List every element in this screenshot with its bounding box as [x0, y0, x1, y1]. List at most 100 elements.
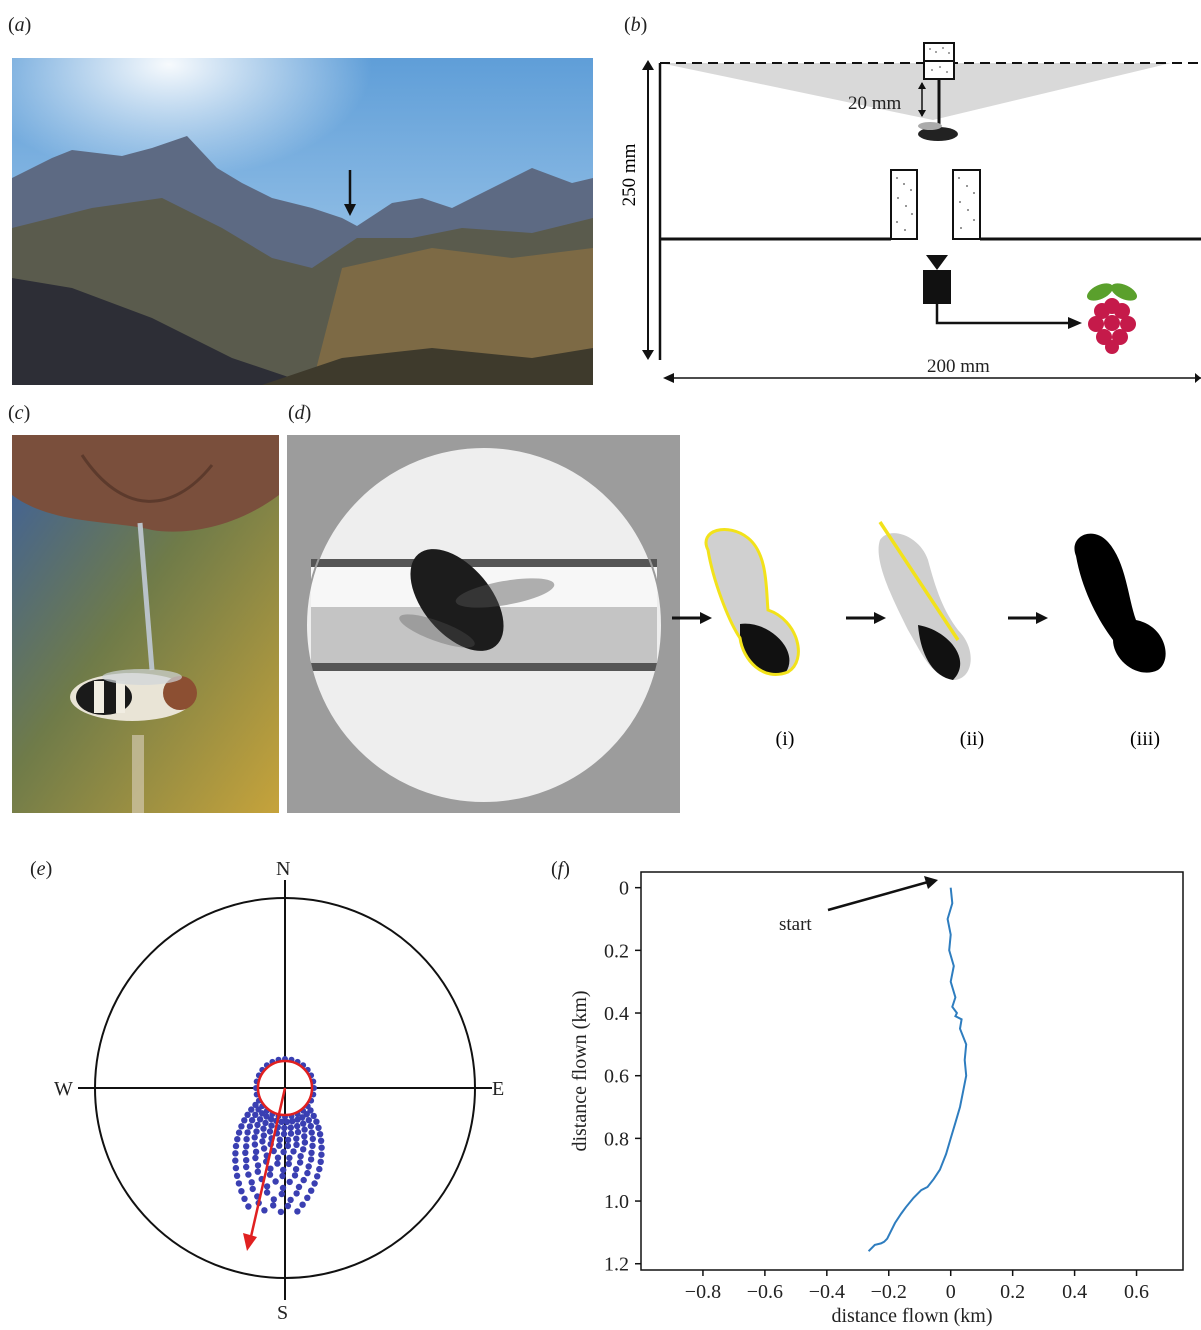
heading-point	[308, 1149, 315, 1156]
heading-point	[248, 1117, 256, 1124]
heading-point	[284, 1136, 292, 1144]
heading-point	[300, 1176, 307, 1184]
heading-point	[299, 1114, 306, 1121]
heading-point	[318, 1144, 325, 1151]
heading-point	[252, 1101, 259, 1109]
heading-point	[263, 1189, 271, 1196]
heading-point	[260, 1125, 267, 1132]
heading-point	[284, 1202, 292, 1210]
heading-point	[276, 1136, 283, 1143]
x-axis-label: distance flown (km)	[831, 1305, 992, 1327]
heading-point	[280, 1148, 287, 1156]
diffuser-right	[952, 169, 981, 240]
heading-point	[278, 1118, 285, 1125]
heading-circular-plot: N S W E	[54, 858, 504, 1324]
trajectory-chart: 0 0.2 0.4 0.6 0.8 1.0 1.2 −0.8 −0.6 −0.4 −0.2 0 0.2…	[569, 871, 1184, 1327]
heading-point	[294, 1122, 301, 1130]
heading-point	[313, 1118, 320, 1125]
compass-e: E	[492, 1078, 504, 1100]
heading-point	[274, 1154, 282, 1161]
heading-point	[305, 1117, 312, 1124]
x-tick-label: −0.4	[809, 1281, 845, 1303]
compass-w: W	[54, 1078, 73, 1100]
heading-point	[299, 1201, 306, 1208]
heading-point	[243, 1136, 250, 1143]
heading-point	[261, 1207, 268, 1214]
heading-point	[243, 1163, 250, 1171]
x-ticks: −0.8 −0.6 −0.4 −0.2 0 0.2 0.4 0.6	[685, 1270, 1149, 1303]
heading-point	[256, 1116, 264, 1123]
heading-point	[280, 1166, 287, 1174]
hoverfly-icon	[70, 669, 197, 721]
heading-point	[308, 1129, 315, 1136]
heading-point	[266, 1128, 274, 1135]
step-arrow-2	[846, 612, 886, 624]
start-annotation: start	[779, 876, 938, 935]
camera-icon	[923, 255, 951, 304]
heading-point	[297, 1153, 304, 1160]
heading-point	[284, 1142, 292, 1150]
heading-point	[274, 1160, 281, 1167]
heading-point	[301, 1133, 308, 1140]
heading-point	[293, 1135, 300, 1142]
y-ticks: 0 0.2 0.4 0.6 0.8 1.0 1.2	[604, 878, 641, 1276]
heading-point	[244, 1129, 251, 1136]
heading-point	[238, 1123, 245, 1130]
mountain-photo	[12, 58, 593, 385]
heading-point	[252, 1111, 259, 1118]
heading-point	[245, 1171, 252, 1178]
camera-frame	[287, 435, 680, 813]
mean-vector-circle	[256, 1059, 314, 1117]
heading-point	[317, 1137, 325, 1144]
y-tick-label: 0.4	[604, 1003, 629, 1025]
heading-point	[287, 1196, 294, 1204]
heading-point	[304, 1169, 311, 1177]
heading-point	[248, 1179, 255, 1186]
y-tick-label: 0.8	[604, 1128, 629, 1150]
heading-point	[294, 1208, 301, 1215]
y-tick-label: 1.0	[604, 1191, 629, 1213]
heading-point	[293, 1190, 300, 1197]
heading-point	[249, 1185, 256, 1193]
heading-point	[307, 1156, 315, 1163]
heading-point	[260, 1145, 268, 1152]
heading-point	[254, 1168, 261, 1175]
heading-point	[251, 1141, 259, 1148]
processing-steps	[672, 521, 1166, 680]
heading-point	[281, 1124, 288, 1132]
x-tick-label: 0.6	[1124, 1281, 1149, 1303]
heading-point	[300, 1146, 307, 1153]
heading-point	[286, 1154, 293, 1162]
heading-point	[233, 1172, 241, 1179]
heading-point	[304, 1194, 311, 1201]
mean-direction-arrow	[243, 1087, 287, 1251]
thresholded-fly-axis	[878, 521, 971, 680]
fly-top-view	[399, 549, 555, 651]
heading-point	[235, 1180, 243, 1187]
heading-point	[314, 1173, 321, 1180]
heading-point	[238, 1188, 245, 1195]
heading-point	[308, 1187, 315, 1194]
heading-point	[301, 1139, 309, 1146]
heading-point	[277, 1208, 285, 1216]
heading-point	[289, 1118, 296, 1125]
heading-point	[268, 1122, 275, 1129]
heading-point	[305, 1163, 312, 1170]
heading-point	[252, 1154, 259, 1162]
heading-point	[301, 1126, 308, 1133]
heading-point	[270, 1202, 277, 1209]
step-label-ii: (ii)	[959, 728, 985, 750]
x-tick-label: 0.2	[1000, 1281, 1025, 1303]
x-tick-label: −0.2	[871, 1281, 907, 1303]
heading-point	[300, 1120, 307, 1127]
thresholded-fly-outlined	[704, 528, 800, 676]
step-label-i: (i)	[775, 728, 795, 750]
heading-point	[268, 1115, 275, 1123]
tethered-hoverfly-photo	[12, 435, 279, 813]
trajectory-line	[867, 887, 968, 1252]
heading-point	[294, 1116, 301, 1123]
x-tick-label: −0.6	[747, 1281, 783, 1303]
x-tick-label: 0	[946, 1281, 956, 1303]
setup-schematic: 20 mm 200 mm	[642, 42, 1201, 383]
y-tick-label: 0.6	[604, 1066, 629, 1088]
